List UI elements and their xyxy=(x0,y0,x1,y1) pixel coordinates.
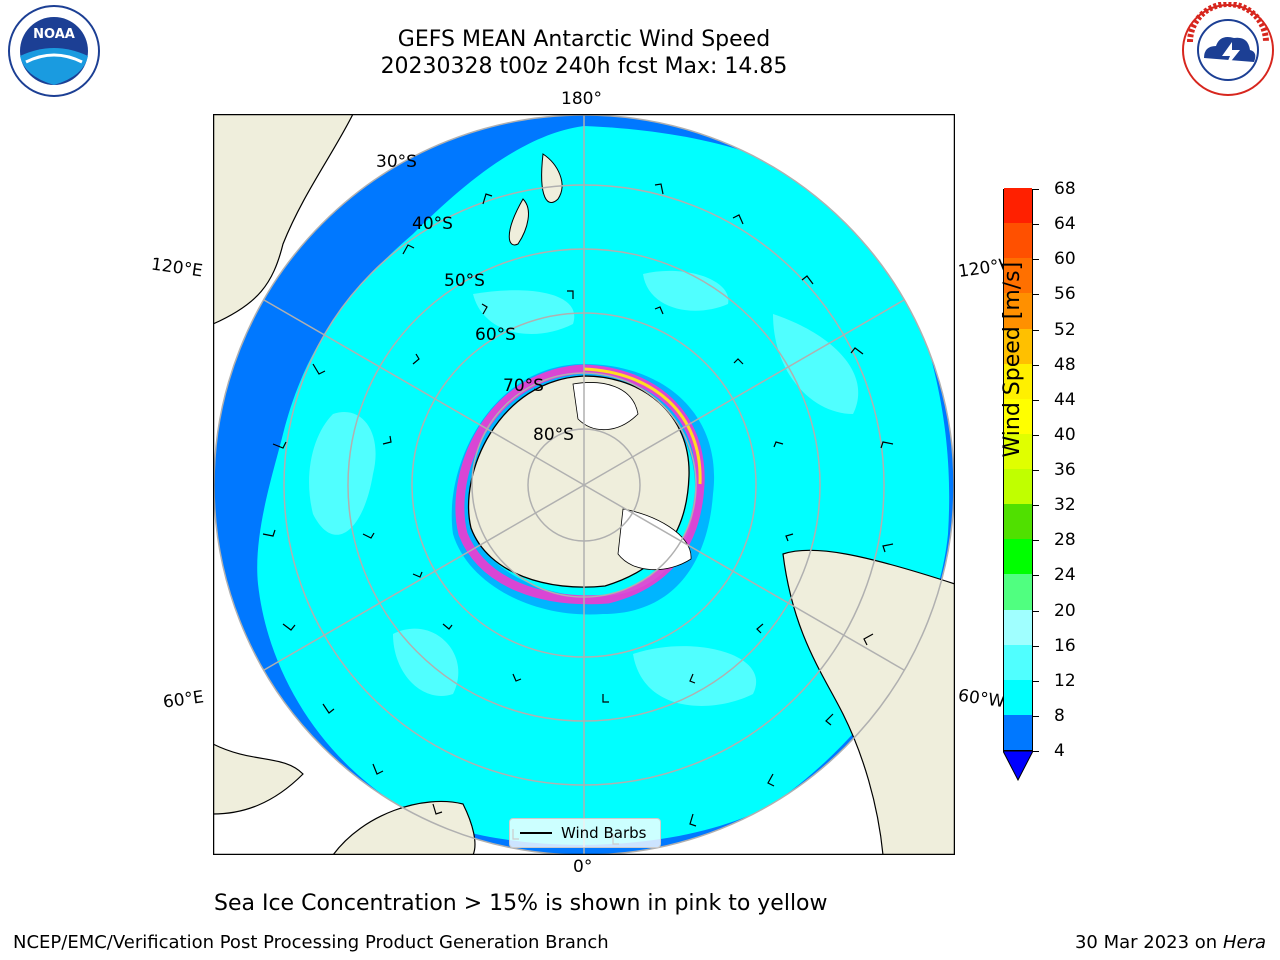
svg-text:NOAA: NOAA xyxy=(33,27,75,42)
colorbar-tick-mark xyxy=(1033,645,1039,647)
colorbar-tick-label: 48 xyxy=(1054,354,1076,375)
colorbar-tick-label: 28 xyxy=(1054,530,1076,551)
colorbar-tick-mark xyxy=(1033,540,1039,542)
footer-credit: NCEP/EMC/Verification Post Processing Pr… xyxy=(13,932,609,953)
legend-label: Wind Barbs xyxy=(561,824,647,842)
colorbar-segment xyxy=(1004,222,1032,259)
colorbar-tick-label: 44 xyxy=(1054,389,1076,410)
lat-label-70s: 70°S xyxy=(503,376,544,396)
wind-barb-legend: Wind Barbs xyxy=(509,818,661,848)
footer-date: 30 Mar 2023 on Hera xyxy=(1075,932,1266,953)
colorbar-tick-label: 60 xyxy=(1054,249,1076,270)
colorbar-segment xyxy=(1004,468,1032,505)
colorbar-tick-label: 40 xyxy=(1054,424,1076,445)
footer-machine: Hera xyxy=(1222,932,1266,953)
colorbar-segment xyxy=(1004,679,1032,715)
lon-label-bottom: 0° xyxy=(573,857,593,877)
colorbar-tick-label: 4 xyxy=(1054,741,1065,761)
lat-label-60s: 60°S xyxy=(475,325,516,345)
lat-label-40s: 40°S xyxy=(412,214,453,234)
sea-ice-caption: Sea Ice Concentration > 15% is shown in … xyxy=(214,891,828,916)
colorbar-tick-label: 8 xyxy=(1054,705,1065,726)
colorbar-tick-mark xyxy=(1033,399,1039,401)
colorbar-tick-mark xyxy=(1033,610,1039,612)
colorbar-tick-mark xyxy=(1033,189,1039,190)
colorbar-tick-mark xyxy=(1033,364,1039,366)
colorbar-segment xyxy=(1004,433,1032,469)
colorbar-segment xyxy=(1004,257,1032,294)
colorbar-tick-label: 64 xyxy=(1054,214,1076,235)
colorbar-tick-mark xyxy=(1033,259,1039,261)
colorbar-tick-mark xyxy=(1033,470,1039,471)
lat-label-50s: 50°S xyxy=(444,271,485,291)
lat-label-30s: 30°S xyxy=(376,152,417,172)
lon-label-upper-left: 120°E xyxy=(149,254,204,282)
colorbar-tick-label: 56 xyxy=(1054,284,1076,305)
colorbar xyxy=(1003,187,1033,751)
colorbar-tick-mark xyxy=(1033,505,1039,507)
colorbar-tick-mark xyxy=(1033,224,1039,226)
colorbar-segment xyxy=(1004,398,1032,434)
colorbar-tick-label: 20 xyxy=(1054,600,1076,621)
map-subtitle: 20230328 t00z 240h fcst Max: 14.85 xyxy=(380,54,788,79)
colorbar-tick-label: 24 xyxy=(1054,565,1076,586)
colorbar-tick-mark xyxy=(1033,715,1039,717)
colorbar-tick-label: 12 xyxy=(1054,670,1076,691)
colorbar-segment xyxy=(1004,292,1032,329)
colorbar-tick-mark xyxy=(1033,575,1039,577)
colorbar-segment xyxy=(1004,644,1032,680)
colorbar-segment xyxy=(1004,538,1032,575)
colorbar-segment xyxy=(1004,609,1032,645)
noaa-logo: NOAA xyxy=(8,5,100,97)
colorbar-segment xyxy=(1004,187,1032,224)
lon-label-lower-right: 60°W xyxy=(956,685,1007,713)
colorbar-tick-label: 52 xyxy=(1054,319,1076,340)
colorbar-tick-mark xyxy=(1033,294,1039,296)
legend-line-swatch xyxy=(520,832,552,834)
colorbar-tick-mark xyxy=(1033,434,1039,436)
colorbar-segment xyxy=(1004,714,1032,750)
colorbar-segment xyxy=(1004,363,1032,399)
colorbar-tick-label: 68 xyxy=(1054,179,1076,199)
colorbar-segment xyxy=(1004,328,1032,364)
polar-map xyxy=(213,114,955,855)
map-title: GEFS MEAN Antarctic Wind Speed xyxy=(397,27,771,52)
colorbar-extend-arrow xyxy=(1003,751,1034,781)
colorbar-tick-label: 16 xyxy=(1054,635,1076,656)
colorbar-title: Wind Speed [m/s] xyxy=(1000,261,1026,458)
colorbar-tick-mark xyxy=(1033,680,1039,682)
colorbar-tick-mark xyxy=(1033,751,1039,752)
colorbar-tick-mark xyxy=(1033,329,1039,331)
footer-date-text: 30 Mar 2023 on xyxy=(1074,932,1218,953)
map-panel xyxy=(213,114,955,855)
colorbar-segment xyxy=(1004,573,1032,610)
lon-label-top: 180° xyxy=(561,89,602,109)
colorbar-tick-label: 32 xyxy=(1054,495,1076,516)
lon-label-lower-left: 60°E xyxy=(161,687,206,713)
national-weather-service-logo xyxy=(1182,2,1274,96)
colorbar-tick-label: 36 xyxy=(1054,460,1076,480)
lat-label-80s: 80°S xyxy=(533,425,574,445)
colorbar-segment xyxy=(1004,503,1032,540)
